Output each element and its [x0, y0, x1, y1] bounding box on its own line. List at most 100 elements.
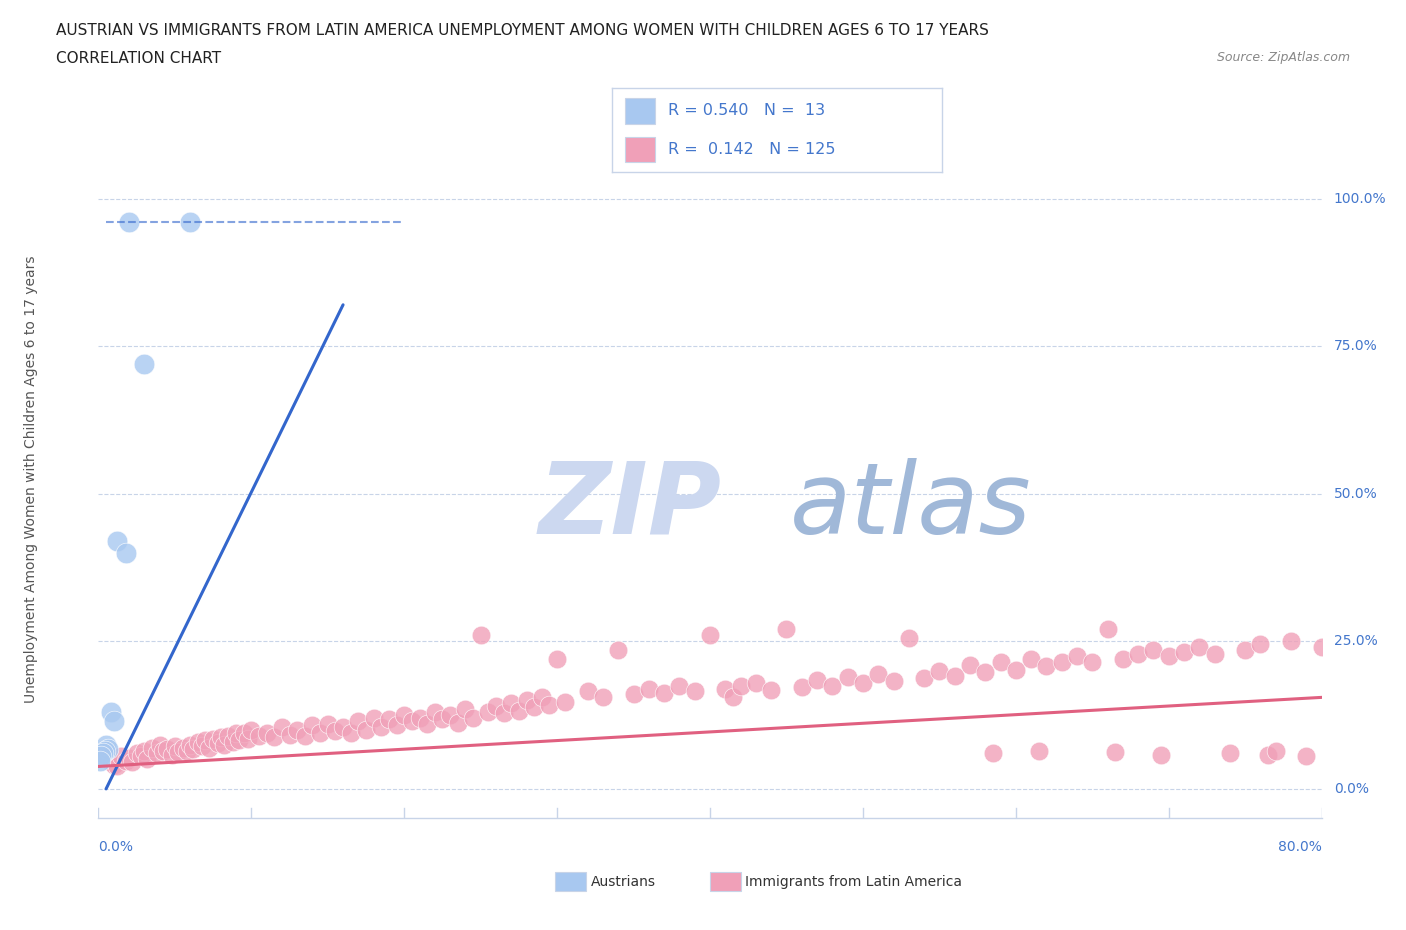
- Point: [1264, 743, 1286, 758]
- Point: [730, 678, 752, 693]
- Point: [477, 705, 499, 720]
- Point: [1188, 640, 1211, 655]
- Point: [385, 718, 408, 733]
- Text: 80.0%: 80.0%: [1278, 840, 1322, 854]
- Point: [1050, 655, 1073, 670]
- Point: [238, 731, 260, 746]
- Point: [363, 711, 385, 725]
- Point: [530, 690, 553, 705]
- Bar: [624, 99, 655, 124]
- Point: [806, 672, 828, 687]
- Point: [637, 681, 661, 696]
- Point: [339, 725, 361, 740]
- Point: [1142, 643, 1164, 658]
- Point: [325, 724, 347, 738]
- Point: [103, 713, 125, 728]
- Point: [121, 755, 143, 770]
- Point: [212, 737, 235, 752]
- Point: [416, 716, 439, 731]
- Point: [790, 680, 813, 695]
- Point: [332, 720, 354, 735]
- Point: [447, 715, 470, 730]
- Point: [454, 702, 477, 717]
- Point: [347, 713, 370, 728]
- Text: Source: ZipAtlas.com: Source: ZipAtlas.com: [1216, 51, 1350, 64]
- Point: [207, 736, 229, 751]
- Point: [721, 690, 744, 705]
- Point: [699, 628, 721, 643]
- Point: [94, 749, 117, 764]
- Text: R = 0.540   N =  13: R = 0.540 N = 13: [668, 103, 825, 118]
- Point: [225, 725, 247, 740]
- Point: [136, 752, 159, 767]
- Point: [181, 741, 204, 756]
- Text: ZIP: ZIP: [538, 458, 721, 554]
- Point: [115, 753, 138, 768]
- Point: [118, 215, 141, 230]
- Text: 0.0%: 0.0%: [1334, 782, 1369, 796]
- Point: [775, 622, 797, 637]
- Point: [197, 740, 219, 755]
- Point: [1219, 746, 1241, 761]
- Point: [714, 681, 737, 696]
- Point: [470, 628, 492, 643]
- Point: [1004, 662, 1026, 677]
- Point: [1257, 747, 1279, 762]
- Point: [1066, 648, 1088, 663]
- Point: [134, 743, 156, 758]
- Point: [485, 698, 508, 713]
- Point: [1173, 644, 1195, 659]
- Point: [89, 753, 111, 768]
- Point: [354, 723, 377, 737]
- Point: [516, 693, 538, 708]
- Point: [1204, 647, 1226, 662]
- Point: [209, 729, 232, 744]
- Point: [91, 746, 114, 761]
- Point: [176, 743, 198, 758]
- Text: 0.0%: 0.0%: [98, 840, 134, 854]
- Point: [187, 734, 209, 749]
- Text: R =  0.142   N = 125: R = 0.142 N = 125: [668, 142, 835, 157]
- Point: [401, 713, 423, 728]
- Point: [370, 720, 392, 735]
- Point: [1112, 652, 1135, 667]
- Text: CORRELATION CHART: CORRELATION CHART: [56, 51, 221, 66]
- Point: [316, 716, 339, 731]
- Point: [623, 687, 645, 702]
- Point: [837, 670, 859, 684]
- Point: [652, 685, 675, 700]
- Point: [167, 745, 190, 760]
- Point: [668, 678, 690, 693]
- Point: [247, 728, 270, 743]
- Point: [538, 698, 561, 712]
- Point: [278, 727, 301, 742]
- Point: [156, 741, 179, 756]
- Point: [592, 690, 614, 705]
- Point: [683, 684, 706, 699]
- Point: [270, 720, 292, 735]
- Point: [928, 663, 950, 678]
- Point: [110, 749, 132, 764]
- Text: 75.0%: 75.0%: [1334, 339, 1378, 353]
- Point: [1279, 634, 1302, 649]
- Point: [576, 684, 599, 699]
- Point: [115, 545, 138, 560]
- Point: [294, 728, 316, 743]
- Point: [546, 652, 568, 667]
- Point: [163, 739, 186, 754]
- Point: [1128, 647, 1150, 662]
- Point: [118, 751, 141, 765]
- Text: 100.0%: 100.0%: [1334, 192, 1386, 206]
- Point: [883, 674, 905, 689]
- Point: [1019, 652, 1042, 667]
- Point: [202, 731, 225, 746]
- Point: [897, 631, 920, 645]
- Point: [1150, 747, 1173, 762]
- Point: [152, 743, 174, 758]
- Point: [160, 747, 183, 762]
- Point: [461, 711, 484, 725]
- Point: [1310, 640, 1333, 655]
- Point: [1157, 648, 1180, 663]
- Point: [217, 728, 239, 743]
- Point: [240, 723, 263, 737]
